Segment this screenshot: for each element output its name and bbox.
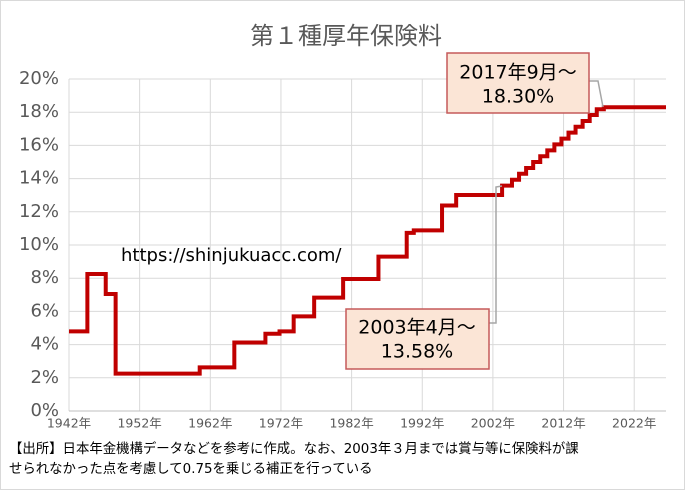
y-tick-label: 10% [19,234,59,255]
callout-connector [489,185,503,324]
y-tick-label: 8% [30,267,59,288]
y-tick-label: 16% [19,134,59,155]
y-tick-label: 6% [30,300,59,321]
y-tick-label: 0% [30,400,59,421]
callout-box [446,52,590,114]
x-tick-label: 1942年 [47,416,91,431]
callout-text: 13.58% [381,341,453,363]
data-line [69,105,666,376]
x-tick-label: 1982年 [329,416,373,431]
y-tick-label: 20% [19,68,59,89]
callout-text: 18.30% [482,86,554,108]
x-tick-label: 1952年 [117,416,161,431]
callout-connector [589,80,604,108]
x-tick-label: 2012年 [541,416,585,431]
y-tick-label: 4% [30,334,59,355]
x-tick-label: 1972年 [259,416,303,431]
callout-text: 2003年4月～ [358,317,475,339]
watermark: https://shinjukuacc.com/ [121,245,342,266]
x-tick-label: 1992年 [400,416,444,431]
y-tick-label: 12% [19,201,59,222]
footnote: せられなかった点を考慮して0.75を乗じる補正を行っている [9,462,373,477]
footnote: 【出所】日本年金機構データなどを参考に作成。なお、2003年３月までは賞与等に保… [9,442,579,457]
x-tick-label: 1962年 [188,416,232,431]
x-tick-label: 2022年 [612,416,656,431]
y-tick-label: 2% [30,367,59,388]
y-tick-label: 14% [19,168,59,189]
chart: 第１種厚年保険料 https://shinjukuacc.com/ 2017年9… [19,22,666,431]
callout-text: 2017年9月～ [459,62,576,84]
x-tick-label: 2002年 [471,416,515,431]
chart-title: 第１種厚年保険料 [250,22,442,50]
y-tick-label: 18% [19,101,59,122]
callout-box [345,308,490,370]
